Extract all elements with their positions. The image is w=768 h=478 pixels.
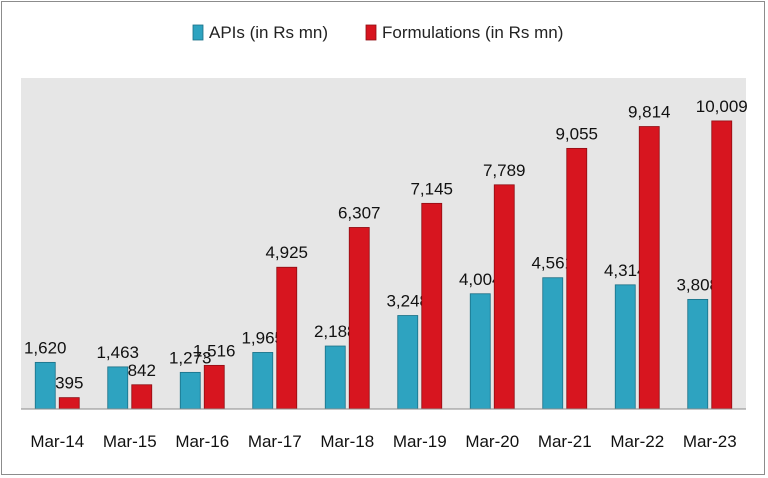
x-tick-label: Mar-20 bbox=[465, 432, 519, 451]
data-label-formulations-mar-19: 7,145 bbox=[410, 179, 453, 198]
bar-apis-mar-18 bbox=[324, 345, 346, 410]
legend-swatch-apis bbox=[192, 24, 204, 41]
bar-formulations-mar-16 bbox=[203, 364, 225, 410]
x-tick-label: Mar-19 bbox=[393, 432, 447, 451]
data-label-apis-mar-23: 3,808 bbox=[676, 275, 719, 294]
data-label-apis-mar-22: 4,314 bbox=[604, 261, 647, 280]
data-label-apis-mar-17: 1,965 bbox=[241, 328, 284, 347]
bar-formulations-mar-22 bbox=[638, 126, 660, 410]
legend-label-formulations: Formulations (in Rs mn) bbox=[382, 23, 563, 42]
bar-apis-mar-21 bbox=[542, 277, 564, 410]
data-label-apis-mar-14: 1,620 bbox=[24, 338, 67, 357]
x-tick-label: Mar-17 bbox=[248, 432, 302, 451]
data-label-apis-mar-21: 4,561 bbox=[531, 254, 574, 273]
bar-apis-mar-19 bbox=[397, 315, 419, 410]
data-label-formulations-mar-21: 9,055 bbox=[555, 124, 598, 143]
x-tick-label: Mar-16 bbox=[175, 432, 229, 451]
data-label-apis-mar-20: 4,004 bbox=[459, 270, 502, 289]
bar-formulations-mar-21 bbox=[566, 147, 588, 410]
x-tick-label: Mar-18 bbox=[320, 432, 374, 451]
bar-apis-mar-16 bbox=[179, 371, 201, 410]
data-label-formulations-mar-16: 1,516 bbox=[193, 341, 236, 360]
legend: APIs (in Rs mn) Formulations (in Rs mn) bbox=[192, 23, 563, 42]
data-label-formulations-mar-20: 7,789 bbox=[483, 161, 526, 180]
data-label-apis-mar-15: 1,463 bbox=[96, 343, 139, 362]
bar-apis-mar-20 bbox=[469, 293, 491, 410]
data-label-apis-mar-16: 1,273 bbox=[169, 348, 212, 367]
bar-apis-mar-15 bbox=[107, 366, 129, 410]
x-tick-label: Mar-22 bbox=[610, 432, 664, 451]
bar-apis-mar-23 bbox=[687, 298, 709, 410]
bar-formulations-mar-18 bbox=[348, 227, 370, 410]
bar-formulations-mar-14 bbox=[58, 397, 80, 410]
data-label-formulations-mar-22: 9,814 bbox=[628, 103, 671, 122]
bar-apis-mar-14 bbox=[34, 361, 56, 410]
data-label-formulations-mar-15: 842 bbox=[128, 361, 156, 380]
legend-swatch-formulations bbox=[365, 24, 377, 41]
data-label-apis-mar-18: 2,188 bbox=[314, 322, 357, 341]
x-tick-labels: Mar-14 Mar-15 Mar-16 Mar-17 Mar-18 Mar-19 Mar-… bbox=[30, 432, 736, 451]
data-label-formulations-mar-14: 395 bbox=[55, 374, 83, 393]
bar-formulations-mar-23 bbox=[711, 120, 733, 410]
bar-formulations-mar-20 bbox=[493, 184, 515, 410]
x-tick-label: Mar-23 bbox=[683, 432, 737, 451]
bar-formulations-mar-19 bbox=[421, 202, 443, 410]
x-tick-label: Mar-14 bbox=[30, 432, 84, 451]
x-tick-label: Mar-21 bbox=[538, 432, 592, 451]
bar-formulations-mar-17 bbox=[276, 266, 298, 410]
bar-apis-mar-17 bbox=[252, 352, 274, 410]
bar-apis-mar-22 bbox=[614, 284, 636, 410]
data-label-formulations-mar-17: 4,925 bbox=[265, 243, 308, 262]
data-label-formulations-mar-18: 6,307 bbox=[338, 203, 381, 222]
legend-label-apis: APIs (in Rs mn) bbox=[209, 23, 328, 42]
x-tick-label: Mar-15 bbox=[103, 432, 157, 451]
data-label-apis-mar-19: 3,248 bbox=[386, 292, 429, 311]
bar-formulations-mar-15 bbox=[131, 384, 153, 410]
data-label-formulations-mar-23: 10,009 bbox=[696, 97, 748, 116]
